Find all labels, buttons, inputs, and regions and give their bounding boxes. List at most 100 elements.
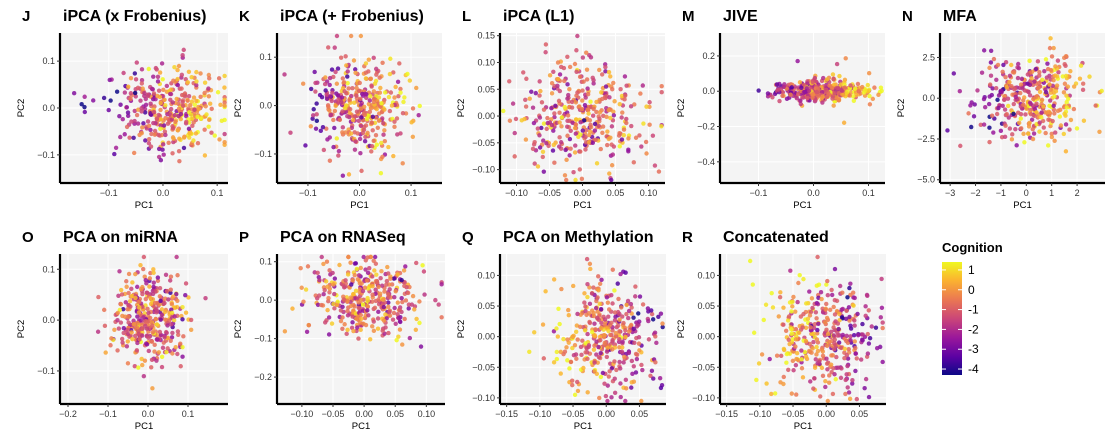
- x-tick-label: 0.0: [142, 409, 155, 419]
- scatter-point: [171, 136, 176, 141]
- scatter-point: [615, 281, 620, 286]
- scatter-point: [843, 316, 849, 322]
- scatter-point: [851, 303, 856, 308]
- scatter-point: [169, 302, 175, 307]
- scatter-point: [161, 123, 167, 128]
- scatter-point: [378, 85, 383, 91]
- scatter-point: [142, 274, 147, 279]
- scatter-point: [794, 392, 799, 397]
- scatter-point: [117, 269, 122, 274]
- scatter-point: [994, 111, 1000, 117]
- scatter-point: [834, 354, 839, 360]
- scatter-point: [141, 266, 146, 272]
- scatter-point: [594, 339, 599, 344]
- scatter-point: [622, 354, 627, 360]
- scatter-point: [356, 305, 361, 311]
- scatter-points: [282, 33, 422, 178]
- scatter-point: [855, 311, 860, 317]
- scatter-point: [624, 83, 629, 88]
- scatter-point: [573, 131, 579, 136]
- scatter-point: [573, 122, 579, 127]
- scatter-point: [781, 374, 786, 380]
- scatter-point: [365, 130, 370, 136]
- scatter-point: [370, 128, 375, 133]
- scatter-point: [168, 287, 173, 292]
- scatter-point: [543, 289, 548, 294]
- scatter-point: [355, 131, 360, 136]
- scatter-point: [1051, 77, 1056, 83]
- scatter-point: [159, 307, 165, 312]
- legend-colorbar: [942, 262, 962, 375]
- scatter-point: [599, 277, 604, 283]
- scatter-point: [1027, 58, 1032, 64]
- scatter-point: [350, 117, 356, 123]
- scatter-point: [531, 120, 537, 126]
- scatter-point: [597, 334, 603, 340]
- scatter-point: [331, 301, 336, 307]
- scatter-point: [202, 80, 208, 85]
- scatter-point: [550, 148, 556, 153]
- scatter-point: [810, 79, 816, 85]
- scatter-point: [551, 360, 557, 365]
- scatter-point: [132, 108, 137, 114]
- scatter-point: [361, 321, 366, 326]
- scatter-point: [392, 95, 397, 100]
- scatter-point: [170, 294, 176, 299]
- scatter-point: [185, 98, 190, 103]
- scatter-point: [1066, 96, 1071, 102]
- scatter-point: [186, 94, 192, 99]
- scatter-point: [391, 153, 396, 159]
- scatter-point: [1071, 106, 1077, 112]
- scatter-point: [829, 85, 835, 91]
- scatter-point: [606, 70, 612, 75]
- scatter-point: [345, 69, 350, 74]
- scatter-point: [176, 106, 182, 111]
- scatter-point: [567, 87, 572, 92]
- scatter-point: [618, 86, 623, 92]
- scatter-point: [623, 377, 629, 383]
- scatter-point: [159, 354, 165, 360]
- scatter-point: [1099, 88, 1104, 94]
- scatter-point: [585, 86, 590, 91]
- scatter-point: [654, 340, 659, 346]
- scatter-point: [639, 398, 644, 404]
- scatter-point: [345, 74, 350, 79]
- scatter-point: [323, 75, 328, 80]
- scatter-points: [527, 256, 665, 404]
- scatter-point: [797, 272, 802, 278]
- scatter-point: [1007, 126, 1013, 131]
- scatter-point: [813, 310, 819, 315]
- scatter-point: [580, 98, 585, 103]
- scatter-point: [616, 133, 622, 138]
- scatter-point: [126, 84, 131, 89]
- scatter-point: [522, 116, 527, 122]
- scatter-point: [638, 91, 643, 96]
- scatter-point: [1035, 59, 1041, 64]
- scatter-point: [1047, 82, 1052, 87]
- y-tick-label: 0.00: [697, 332, 715, 342]
- scatter-point: [601, 113, 606, 119]
- scatter-point: [590, 113, 596, 118]
- scatter-point: [143, 277, 148, 283]
- scatter-point: [301, 299, 306, 304]
- scatter-point: [145, 306, 150, 312]
- x-axis-title: PC1: [793, 200, 811, 211]
- scatter-point: [580, 88, 585, 93]
- scatter-point: [130, 280, 135, 285]
- scatter-point: [319, 302, 324, 308]
- scatter-point: [162, 97, 167, 102]
- scatter-point: [1027, 120, 1032, 126]
- scatter-point: [1048, 98, 1053, 103]
- scatter-point: [203, 104, 208, 109]
- scatter-point: [149, 365, 154, 370]
- scatter-point: [1023, 112, 1028, 117]
- scatter-point: [797, 80, 803, 85]
- scatter-point: [101, 95, 107, 101]
- scatter-point: [824, 356, 829, 361]
- scatter-point: [823, 378, 828, 384]
- scatter-point: [417, 103, 422, 109]
- scatter-point: [600, 124, 606, 129]
- scatter-point: [537, 133, 542, 138]
- scatter-point: [1065, 84, 1071, 89]
